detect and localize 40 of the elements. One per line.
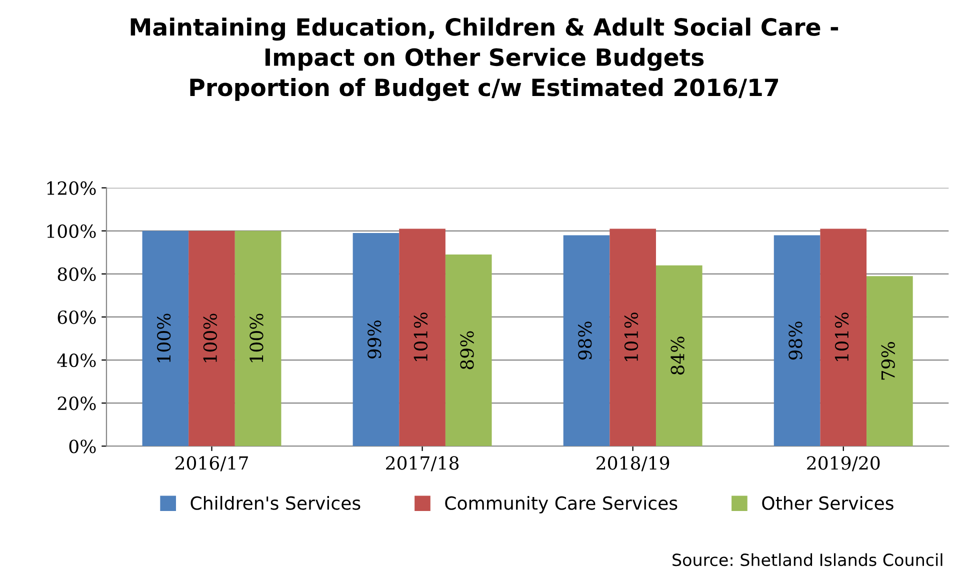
bar [188, 230, 235, 446]
bar [774, 235, 820, 446]
bar [820, 228, 867, 446]
data-label: 98% [578, 322, 592, 360]
chart-title: Maintaining Education, Children & Adult Social Care - Impact on Other Service Budgets Proportion of Budget c/w Estimated 2016/17 [130, 18, 838, 102]
data-label: 101% [624, 312, 638, 362]
data-label: 89% [460, 331, 474, 370]
data-label: 101% [834, 312, 849, 362]
legend-label: Community Care Services [445, 496, 678, 514]
bar [142, 230, 189, 446]
bar [399, 228, 446, 446]
y-tick-label: 60% [58, 310, 96, 324]
data-label: 99% [368, 320, 382, 359]
bar [234, 230, 282, 446]
bar [656, 265, 702, 446]
data-label: 98% [788, 322, 802, 360]
bar [352, 233, 400, 446]
bar [610, 228, 656, 446]
data-label: 100% [250, 314, 264, 362]
data-label: 84% [670, 336, 684, 375]
x-tick-label: 2018/19 [596, 456, 670, 472]
y-tick-label: 120% [47, 181, 96, 195]
bar [563, 235, 610, 446]
data-label: 100% [157, 314, 171, 362]
bar [445, 254, 492, 446]
bar [866, 276, 913, 446]
y-tick-label: 0% [69, 440, 96, 454]
data-label: 101% [414, 312, 428, 362]
x-tick-label: 2016/17 [175, 456, 248, 472]
y-tick-label: 20% [58, 396, 96, 410]
x-tick-label: 2017/18 [386, 456, 459, 472]
legend-label: Other Services [762, 496, 894, 510]
data-label: 79% [881, 342, 895, 380]
x-tick-label: 2019/20 [807, 456, 880, 472]
data-label: 100% [203, 314, 217, 362]
source-note: Source: Shetland Islands Council [672, 553, 942, 566]
y-tick-label: 100% [47, 224, 96, 238]
y-tick-label: 80% [58, 267, 96, 282]
legend-label: Children's Services [190, 496, 360, 510]
y-tick-label: 40% [57, 353, 96, 368]
